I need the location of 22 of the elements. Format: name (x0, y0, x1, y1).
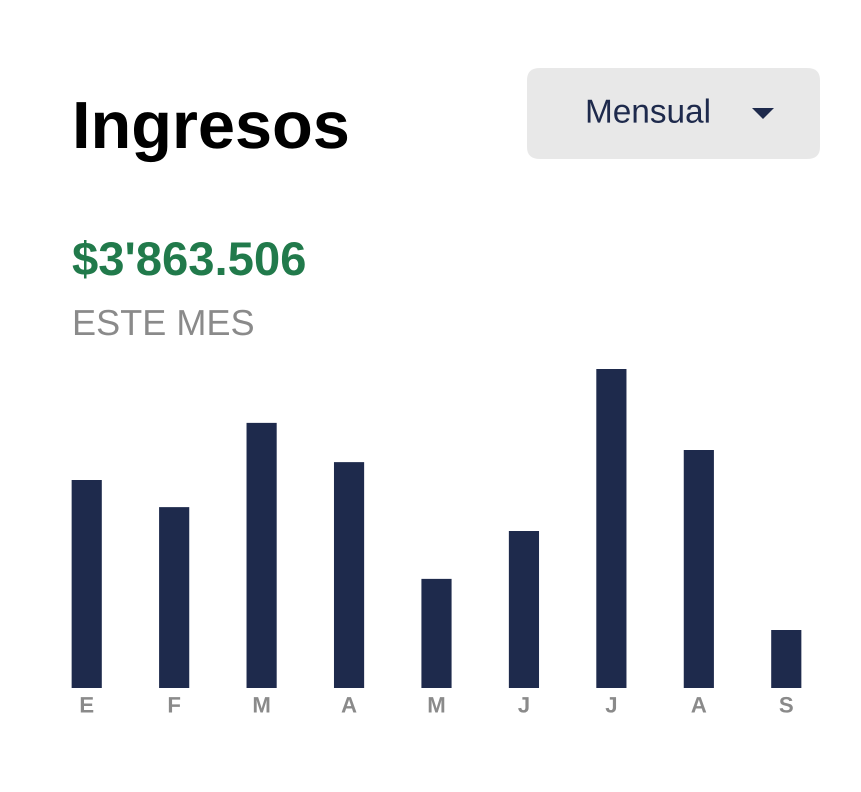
chart-subtitle: $3'863.506 (72, 240, 305, 279)
x-tick-label: E (80, 697, 94, 712)
x-tick-label: S (780, 696, 793, 713)
chart-title: Ingresos (76, 102, 348, 162)
bar (72, 480, 102, 688)
bar (684, 450, 714, 688)
x-tick-label: A (342, 697, 356, 712)
x-tick-label: M (254, 697, 270, 712)
bar (421, 578, 452, 688)
x-tick-label: J (518, 697, 529, 713)
x-tick-label: M (428, 697, 444, 712)
x-tick-label: F (168, 697, 180, 712)
bar (246, 422, 277, 688)
bar (508, 531, 540, 688)
x-tick-label: J (606, 697, 616, 713)
text: Mensual (588, 98, 709, 123)
bar (771, 630, 802, 688)
x-tick-label: A (691, 697, 706, 712)
bar (159, 507, 190, 688)
bar (334, 462, 364, 688)
text: ESTE MES (74, 310, 253, 336)
bar (596, 369, 626, 688)
